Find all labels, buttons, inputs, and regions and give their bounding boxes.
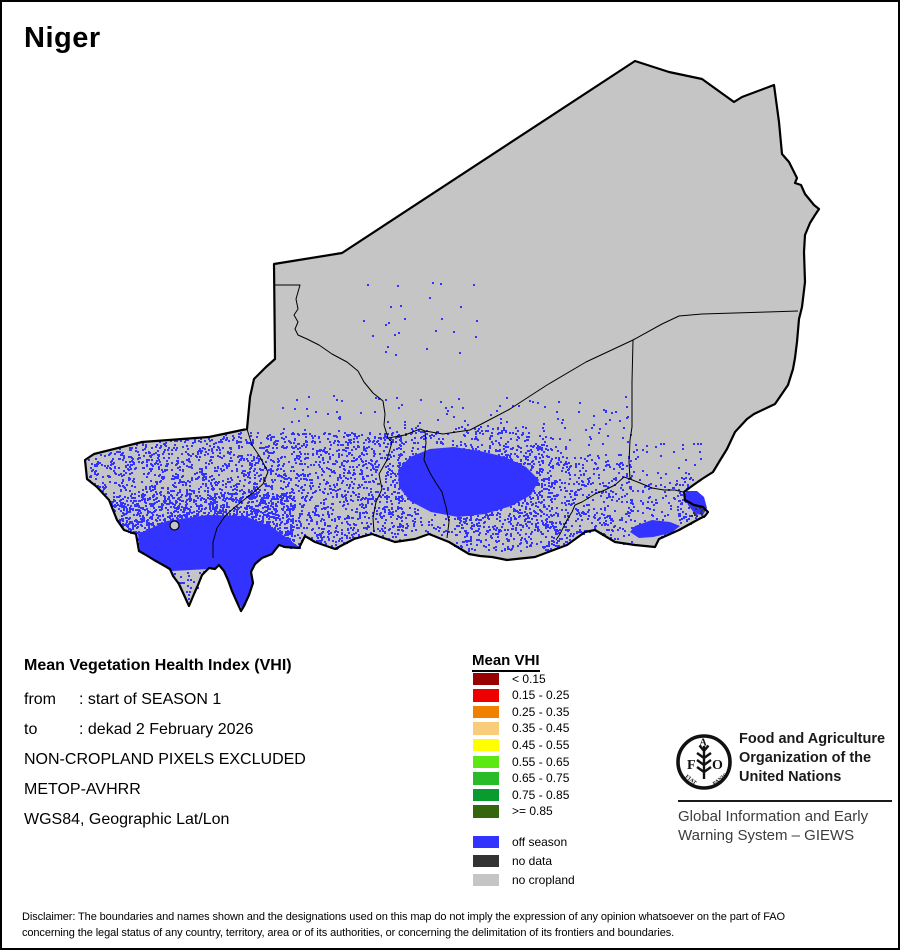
admin-boundary-4	[423, 430, 450, 539]
legend-title: Mean VHI	[472, 652, 540, 672]
admin-boundary-2	[372, 437, 393, 533]
scatter-maradi-band	[454, 444, 568, 552]
disclaimer: Disclaimer: The boundaries and names sho…	[22, 910, 785, 941]
fao-name-line1: Food and Agriculture	[739, 731, 886, 747]
legend-extra-row-label: off season	[512, 834, 568, 849]
giews-line2: Warning System – GIEWS	[678, 826, 855, 844]
scatter-lake-chad-no-data	[691, 507, 706, 518]
legend-extra-row-label: no cropland	[512, 872, 575, 887]
info-row-to-label: to	[24, 721, 38, 738]
legend-class-row-swatch	[473, 722, 499, 735]
fao-divider	[678, 800, 892, 802]
giews-label: Global Information and Early Warning Sys…	[678, 808, 868, 845]
legend-class-row-swatch	[473, 772, 499, 785]
disclaimer-line1: Disclaimer: The boundaries and names sho…	[22, 911, 785, 923]
info-row-from-label: from	[24, 691, 56, 708]
giews-line1: Global Information and Early	[678, 808, 869, 825]
legend-class-row-label: 0.15 - 0.25	[512, 688, 570, 703]
legend-class-row-label: 0.25 - 0.35	[512, 704, 570, 719]
info-row-from-value: : start of SEASON 1	[79, 691, 222, 708]
fao-seal-panis: PANIS	[712, 773, 728, 788]
legend-class-row-swatch	[473, 755, 499, 768]
fao-seal-ring	[676, 734, 732, 790]
info-heading: Mean Vegetation Health Index (VHI)	[24, 657, 292, 674]
scatter-dosso-south	[216, 492, 296, 552]
scatter-zinder-band	[564, 454, 634, 545]
page-title: Niger	[24, 22, 101, 54]
fao-seal-letter-o: O	[712, 758, 723, 773]
fao-seal-letter-a: A	[700, 738, 708, 749]
admin-boundary-8	[212, 428, 269, 558]
legend-class-row-swatch	[473, 738, 499, 752]
legend-class-row-label: 0.45 - 0.55	[512, 737, 570, 752]
info-line-projection: WGS84, Geographic Lat/Lon	[24, 811, 230, 828]
scatter-tahoua-halo	[390, 426, 552, 536]
legend-class-row-swatch	[473, 788, 499, 802]
info-row-to: to : dekad 2 February 2026	[24, 721, 253, 739]
scatter-dosso-band	[274, 432, 404, 550]
enclave-circle	[169, 520, 180, 531]
disclaimer-line2: concerning the legal status of any count…	[22, 926, 675, 939]
scatter-diffa-scatter	[630, 470, 692, 538]
legend-class-row-label: >= 0.85	[512, 804, 553, 819]
fao-name-line3: United Nations	[739, 769, 842, 785]
info-row-from: from : start of SEASON 1	[24, 691, 221, 709]
legend-class-row-label: < 0.15	[512, 671, 546, 686]
wheat-ear-icon	[696, 744, 712, 779]
legend-class-row-swatch	[473, 672, 499, 685]
legend-class-row-label: 0.65 - 0.75	[512, 771, 570, 786]
country-outline	[83, 59, 821, 613]
info-row-to-value: : dekad 2 February 2026	[79, 721, 254, 738]
fao-logo: F O A FIAT PANIS	[676, 734, 732, 790]
scatter-tillaberi-band	[88, 432, 276, 544]
legend-class-row-swatch	[473, 805, 499, 818]
admin-boundary-7	[629, 478, 684, 493]
legend-class-row-swatch	[473, 705, 499, 719]
country-fill	[85, 61, 819, 611]
scatter-sahel-sparse	[282, 395, 632, 446]
scatter-tillaberi-south	[111, 494, 219, 554]
legend-class-row-label: 0.75 - 0.85	[512, 787, 570, 802]
legend-extra-row-swatch	[473, 873, 499, 887]
legend-extra-row-swatch	[473, 854, 499, 868]
info-line-noncropland: NON-CROPLAND PIXELS EXCLUDED	[24, 751, 306, 768]
info-line-sensor: METOP-AVHRR	[24, 781, 141, 798]
legend-class-row-label: 0.55 - 0.65	[512, 754, 570, 769]
scatter-w-park-specks	[174, 571, 205, 600]
fao-name: Food and Agriculture Organization of the…	[739, 730, 885, 787]
legend-class-row-swatch	[473, 689, 499, 702]
legend-extra-row-swatch	[473, 835, 499, 848]
legend-class-row-label: 0.35 - 0.45	[512, 721, 570, 736]
fao-name-line2: Organization of the	[739, 750, 872, 766]
legend-extra-row-label: no data	[512, 853, 553, 868]
admin-boundary-1	[274, 284, 389, 439]
fao-seal-letter-f: F	[687, 758, 696, 773]
admin-boundary-5	[628, 339, 634, 480]
admin-boundary-6	[555, 476, 631, 541]
admin-boundary-3	[387, 310, 799, 439]
